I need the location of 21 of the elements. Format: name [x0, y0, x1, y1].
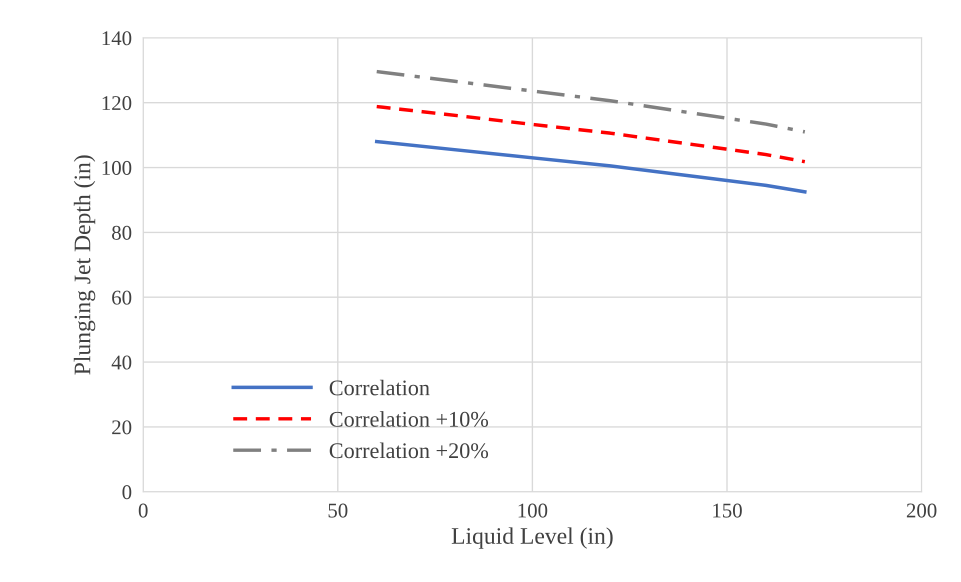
x-tick-label: 200 — [906, 504, 936, 518]
y-tick-label: 0 — [122, 485, 132, 500]
y-tick-label: 120 — [102, 96, 132, 110]
x-tick-label: 150 — [713, 504, 742, 518]
line-series — [374, 70, 807, 134]
x-tick-label: 0 — [138, 504, 148, 518]
line-series — [374, 140, 807, 194]
legend-label: Correlation +10% — [330, 411, 488, 427]
legend-label: Correlation +20% — [330, 442, 488, 458]
y-axis-title: Plunging Jet Depth (in) — [74, 155, 96, 375]
x-tick-label: 100 — [518, 504, 548, 518]
y-tick-label: 60 — [112, 290, 132, 305]
x-tick-label: 50 — [328, 504, 348, 518]
line-series — [374, 104, 807, 164]
legend-label: Correlation — [330, 380, 430, 396]
y-tick-label: 100 — [102, 160, 132, 175]
x-axis-title: Liquid Level (in) — [452, 527, 613, 549]
y-tick-label: 80 — [112, 226, 132, 240]
y-tick-label: 140 — [102, 31, 132, 46]
y-tick-label: 40 — [112, 355, 132, 370]
y-tick-label: 20 — [112, 420, 132, 434]
